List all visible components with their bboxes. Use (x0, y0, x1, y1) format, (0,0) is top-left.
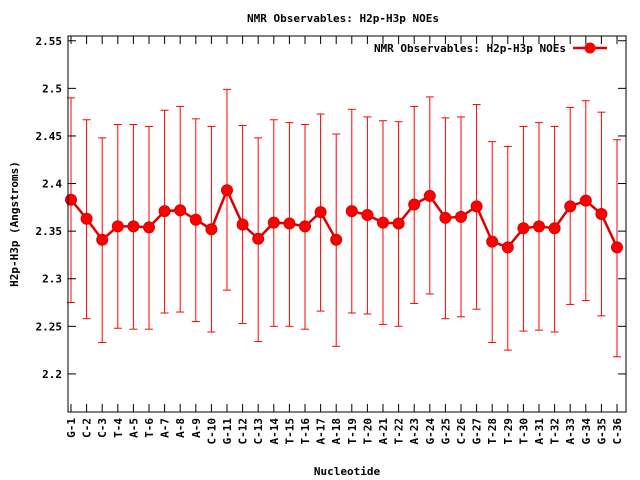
x-tick-label: T-16 (299, 418, 312, 445)
data-point (423, 189, 436, 202)
x-tick-label: G-27 (471, 418, 484, 445)
x-tick-label: T-15 (283, 418, 296, 445)
x-tick-label: C-3 (96, 418, 109, 438)
data-point (174, 204, 187, 217)
x-tick-label: C-36 (611, 418, 624, 445)
x-tick-label: A-7 (159, 418, 172, 438)
data-point (533, 220, 545, 233)
x-tick-label: C-26 (455, 418, 468, 445)
data-point (330, 233, 343, 246)
x-tick-label: A-14 (268, 418, 281, 445)
x-tick-label: G-35 (595, 418, 608, 445)
data-point (439, 211, 452, 224)
data-point (564, 200, 577, 213)
y-tick-label: 2.5 (42, 82, 62, 95)
data-point (143, 221, 155, 234)
x-tick-label: C-13 (252, 418, 265, 445)
y-tick-label: 2.4 (42, 178, 62, 191)
data-point (345, 205, 358, 218)
x-tick-label: G-25 (439, 418, 452, 445)
x-tick-label: A-31 (533, 418, 546, 445)
series-line (351, 194, 619, 249)
y-tick-label: 2.2 (42, 368, 62, 381)
data-point (595, 208, 608, 221)
data-point (205, 223, 218, 236)
x-tick-label: A-8 (174, 418, 187, 438)
x-tick-label: T-32 (549, 418, 562, 445)
legend-marker (584, 42, 596, 54)
data-point (611, 241, 623, 254)
x-tick-label: A-23 (408, 418, 421, 445)
data-point (314, 206, 327, 219)
x-tick-label: T-30 (517, 418, 530, 445)
data-point (486, 235, 499, 248)
y-tick-label: 2.35 (36, 225, 63, 238)
data-point (127, 220, 140, 233)
data-point (236, 218, 249, 231)
x-tick-label: T-22 (393, 418, 406, 445)
y-tick-label: 2.45 (36, 130, 63, 143)
data-point (252, 232, 265, 245)
data-point (283, 217, 296, 230)
data-point (189, 213, 202, 226)
x-tick-label: T-19 (346, 418, 359, 445)
x-tick-label: G-24 (424, 418, 437, 445)
data-point (221, 184, 233, 197)
x-tick-label: A-9 (190, 418, 203, 438)
data-point (65, 193, 77, 206)
data-point (377, 216, 389, 229)
y-tick-label: 2.55 (36, 35, 63, 48)
x-tick-label: G-11 (221, 418, 234, 445)
data-point (158, 205, 171, 218)
data-point (111, 220, 124, 233)
series-line (70, 187, 338, 242)
x-tick-label: A-33 (564, 418, 577, 445)
x-tick-label: T-20 (361, 418, 374, 445)
y-tick-label: 2.25 (36, 320, 63, 333)
chart-title: NMR Observables: H2p-H3p NOEs (247, 12, 439, 25)
legend: NMR Observables: H2p-H3p NOEs (374, 42, 607, 55)
x-tick-label: A-5 (127, 418, 140, 438)
x-axis-label: Nucleotide (314, 465, 381, 478)
x-tick-label: T-29 (502, 418, 515, 445)
x-tick-label: A-21 (377, 418, 390, 445)
y-axis-label: H2p-H3p (Angstroms) (8, 161, 21, 287)
data-point (548, 222, 561, 235)
plot-border (67, 35, 627, 413)
data-point (80, 212, 93, 225)
data-point (361, 208, 374, 221)
x-tick-label: A-17 (315, 418, 328, 445)
data-point (96, 233, 109, 246)
x-tick-label: C-12 (237, 418, 250, 445)
x-tick-label: T-4 (112, 418, 125, 438)
x-tick-label: C-2 (81, 418, 94, 438)
legend-label: NMR Observables: H2p-H3p NOEs (374, 42, 566, 55)
data-point (501, 241, 514, 254)
x-tick-label: T-6 (143, 418, 156, 438)
x-tick-label: G-34 (580, 418, 593, 445)
x-tick-label: G-1 (65, 418, 78, 438)
x-tick-label: C-10 (205, 418, 218, 445)
data-point (470, 200, 483, 213)
data-point (408, 198, 421, 211)
x-tick-label: A-18 (330, 418, 343, 445)
data-point (455, 210, 467, 223)
data-point (267, 216, 280, 229)
data-point (299, 220, 311, 233)
data-point (579, 194, 592, 207)
x-tick-label: T-28 (486, 418, 499, 445)
data-point (517, 222, 530, 235)
data-point (392, 217, 405, 230)
y-tick-label: 2.3 (42, 273, 62, 286)
